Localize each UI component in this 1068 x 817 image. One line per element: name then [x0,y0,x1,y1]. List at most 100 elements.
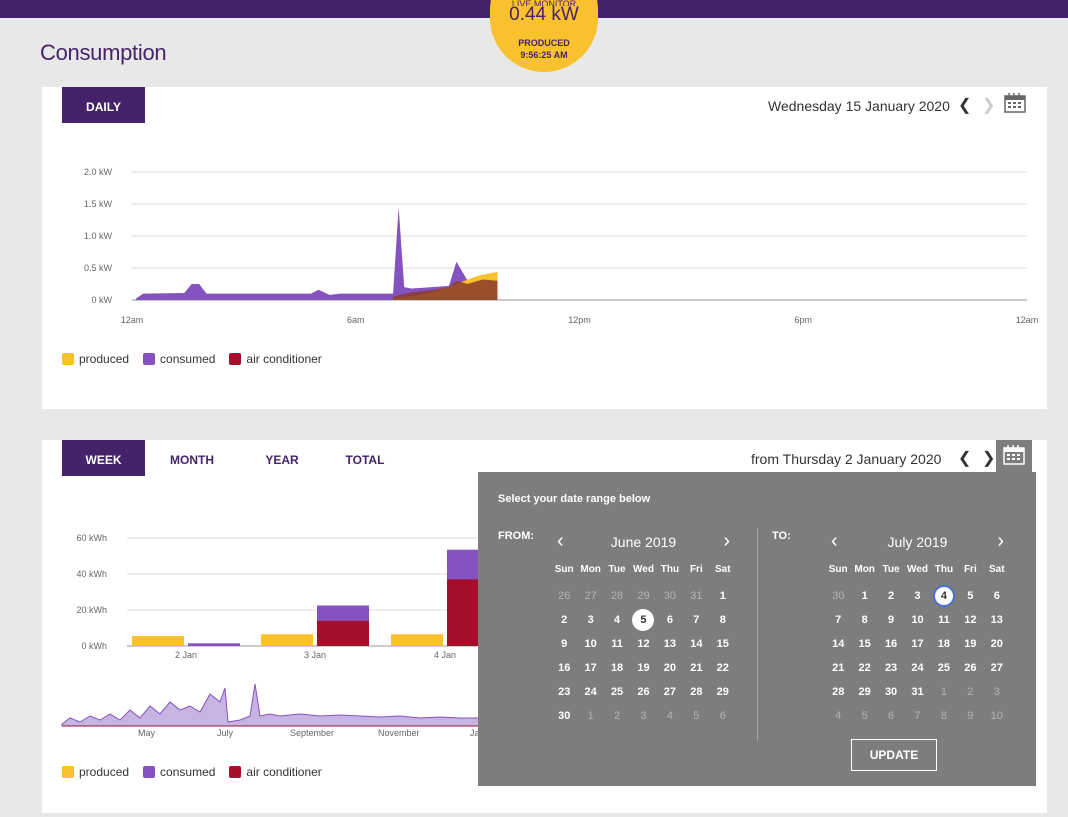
to-day-cell[interactable]: 25 [931,656,957,680]
from-day-cell[interactable]: 22 [710,656,736,680]
to-prev-month-button[interactable]: ‹ [831,530,838,552]
to-day-cell[interactable]: 13 [984,608,1010,632]
legend-item-produced[interactable]: produced [62,352,129,366]
from-day-cell[interactable]: 28 [604,584,630,608]
to-day-cell[interactable]: 8 [851,608,877,632]
live-monitor-badge[interactable]: LIVE MONITOR 0.44 kW PRODUCED 9:56:25 AM [490,0,598,72]
overview-navigator[interactable]: May July September November Ja [60,680,500,740]
from-day-cell[interactable]: 6 [710,704,736,728]
from-day-cell[interactable]: 19 [630,656,656,680]
from-day-cell[interactable]: 30 [657,584,683,608]
from-day-cell[interactable]: 25 [604,680,630,704]
from-prev-month-button[interactable]: ‹ [557,530,564,552]
legend-item-consumed[interactable]: consumed [143,765,215,779]
daily-next-button[interactable]: ❯ [982,97,996,114]
from-day-cell[interactable]: 13 [657,632,683,656]
from-day-cell[interactable]: 2 [604,704,630,728]
to-day-cell[interactable]: 1 [931,680,957,704]
to-day-cell[interactable]: 12 [957,608,983,632]
to-day-cell[interactable]: 3 [984,680,1010,704]
to-day-cell[interactable]: 19 [957,632,983,656]
to-day-cell[interactable]: 6 [984,584,1010,608]
to-day-cell[interactable]: 2 [878,584,904,608]
from-day-cell[interactable]: 26 [551,584,577,608]
from-day-cell[interactable]: 9 [551,632,577,656]
from-day-cell[interactable]: 26 [630,680,656,704]
from-day-cell[interactable]: 27 [577,584,603,608]
tab-year[interactable]: YEAR [265,453,299,467]
to-day-cell[interactable]: 15 [851,632,877,656]
from-day-cell[interactable]: 3 [630,704,656,728]
to-day-cell[interactable]: 28 [825,680,851,704]
to-day-cell[interactable]: 6 [878,704,904,728]
from-day-cell[interactable]: 24 [577,680,603,704]
from-day-cell[interactable]: 6 [657,608,683,632]
from-day-cell[interactable]: 29 [710,680,736,704]
to-day-cell[interactable]: 31 [904,680,930,704]
to-day-cell[interactable]: 21 [825,656,851,680]
from-day-cell[interactable]: 7 [683,608,709,632]
range-next-button[interactable]: ❯ [982,450,996,467]
legend-item-air-conditioner[interactable]: air conditioner [229,352,322,366]
to-day-cell[interactable]: 3 [904,584,930,608]
from-next-month-button[interactable]: › [723,530,730,552]
to-day-cell[interactable]: 11 [931,608,957,632]
tab-month[interactable]: MONTH [170,453,214,467]
from-day-cell[interactable]: 1 [710,584,736,608]
from-day-cell[interactable]: 5 [630,608,656,632]
to-day-cell[interactable]: 18 [931,632,957,656]
from-day-cell[interactable]: 10 [577,632,603,656]
to-day-cell[interactable]: 10 [984,704,1010,728]
to-day-cell[interactable]: 16 [878,632,904,656]
daily-prev-button[interactable]: ❮ [958,97,972,114]
from-day-cell[interactable]: 4 [657,704,683,728]
from-day-cell[interactable]: 3 [577,608,603,632]
range-prev-button[interactable]: ❮ [958,450,972,467]
from-day-cell[interactable]: 15 [710,632,736,656]
from-day-cell[interactable]: 5 [683,704,709,728]
to-day-cell[interactable]: 7 [825,608,851,632]
to-day-cell[interactable]: 9 [957,704,983,728]
from-day-cell[interactable]: 30 [551,704,577,728]
to-day-cell[interactable]: 24 [904,656,930,680]
tab-week[interactable]: WEEK [62,440,145,476]
to-day-cell[interactable]: 22 [851,656,877,680]
legend-item-consumed[interactable]: consumed [143,352,215,366]
to-day-cell[interactable]: 20 [984,632,1010,656]
from-day-cell[interactable]: 16 [551,656,577,680]
to-day-cell[interactable]: 23 [878,656,904,680]
tab-total[interactable]: TOTAL [345,453,385,467]
daily-calendar-icon[interactable] [1003,92,1027,114]
to-day-cell[interactable]: 26 [957,656,983,680]
from-day-cell[interactable]: 8 [710,608,736,632]
update-button[interactable]: UPDATE [851,739,937,771]
to-day-cell[interactable]: 10 [904,608,930,632]
legend-item-air-conditioner[interactable]: air conditioner [229,765,322,779]
from-day-cell[interactable]: 28 [683,680,709,704]
to-day-cell[interactable]: 1 [851,584,877,608]
to-day-cell[interactable]: 2 [957,680,983,704]
from-day-cell[interactable]: 12 [630,632,656,656]
to-day-cell[interactable]: 7 [904,704,930,728]
to-day-cell[interactable]: 17 [904,632,930,656]
from-day-cell[interactable]: 14 [683,632,709,656]
to-day-cell[interactable]: 27 [984,656,1010,680]
from-day-cell[interactable]: 1 [577,704,603,728]
legend-item-produced[interactable]: produced [62,765,129,779]
to-next-month-button[interactable]: › [997,530,1004,552]
to-day-cell[interactable]: 8 [931,704,957,728]
from-day-cell[interactable]: 31 [683,584,709,608]
from-day-cell[interactable]: 20 [657,656,683,680]
from-day-cell[interactable]: 4 [604,608,630,632]
to-day-cell[interactable]: 30 [825,584,851,608]
to-day-cell[interactable]: 9 [878,608,904,632]
to-day-cell[interactable]: 5 [957,584,983,608]
from-day-cell[interactable]: 11 [604,632,630,656]
to-day-cell[interactable]: 29 [851,680,877,704]
from-day-cell[interactable]: 27 [657,680,683,704]
from-day-cell[interactable]: 2 [551,608,577,632]
from-day-cell[interactable]: 18 [604,656,630,680]
from-day-cell[interactable]: 21 [683,656,709,680]
to-day-cell[interactable]: 4 [931,584,957,608]
to-day-cell[interactable]: 14 [825,632,851,656]
